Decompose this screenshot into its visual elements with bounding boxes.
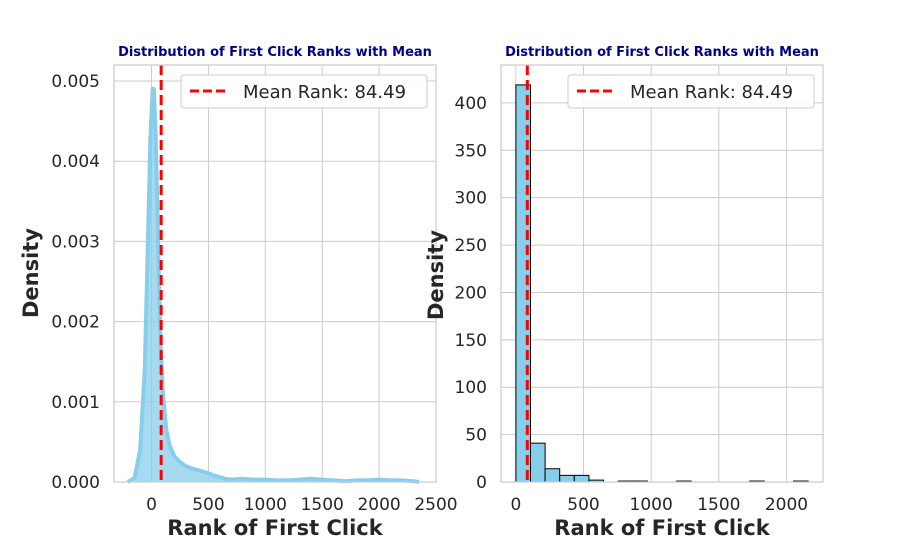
histogram-xtick-label: 2000 [765, 495, 808, 515]
kde-ytick-label: 0.002 [51, 313, 100, 333]
histogram-title: Distribution of First Click Ranks with M… [505, 45, 819, 60]
histogram-ylabel: Density [424, 230, 448, 320]
kde-panel: Distribution of First Click Ranks with M… [19, 45, 458, 540]
histogram-ytick-label: 400 [455, 94, 487, 114]
kde-ytick-label: 0.001 [51, 393, 100, 413]
histogram-marks [515, 65, 809, 483]
kde-ytick-label: 0.004 [51, 152, 100, 172]
histogram-panel: Distribution of First Click Ranks with M… [424, 45, 824, 540]
kde-xtick-label: 2000 [357, 495, 400, 515]
histogram-ticks: 0 500 1000 1500 2000 0 50 100 150 200 250 300 350 400 [455, 94, 809, 515]
kde-legend-box [180, 74, 428, 109]
kde-marks [126, 65, 420, 484]
kde-xtick-label: 2500 [414, 495, 457, 515]
kde-curve [126, 87, 420, 484]
histogram-bar [559, 474, 575, 483]
histogram-xtick-label: 1000 [630, 495, 673, 515]
kde-xtick-label: 1000 [244, 495, 287, 515]
kde-xtick-label: 1500 [301, 495, 344, 515]
histogram-legend-label: Mean Rank: 84.49 [630, 82, 793, 103]
kde-ticks: 0 500 1000 1500 2000 2500 0.000 0.001 0.002 0.003… [51, 72, 457, 515]
kde-title: Distribution of First Click Ranks with M… [118, 45, 432, 60]
kde-ytick-label: 0.000 [51, 473, 100, 493]
histogram-ytick-label: 50 [465, 426, 487, 446]
histogram-ytick-label: 350 [455, 141, 487, 161]
histogram-bar [544, 468, 561, 483]
histogram-ytick-label: 150 [455, 331, 487, 351]
histogram-bar [573, 474, 590, 483]
histogram-xtick-label: 0 [510, 495, 521, 515]
histogram-ytick-label: 100 [455, 378, 487, 398]
histogram-ytick-label: 200 [455, 283, 487, 303]
kde-plot-frame [113, 64, 437, 483]
kde-legend-label: Mean Rank: 84.49 [243, 82, 406, 103]
histogram-grid [501, 65, 823, 483]
kde-ytick-label: 0.005 [51, 72, 100, 92]
histogram-legend-box [567, 74, 815, 109]
histogram-xtick-label: 500 [567, 495, 599, 515]
kde-xtick-label: 0 [146, 495, 157, 515]
histogram-xtick-label: 1500 [697, 495, 740, 515]
kde-xlabel: Rank of First Click [167, 516, 383, 540]
histogram-ytick-label: 0 [476, 473, 487, 493]
histogram-xlabel: Rank of First Click [554, 516, 770, 540]
kde-area [127, 89, 419, 483]
histogram-ytick-label: 250 [455, 236, 487, 256]
histogram-ytick-label: 300 [455, 189, 487, 209]
kde-ytick-label: 0.003 [51, 232, 100, 252]
histogram-bar [529, 442, 546, 483]
histogram-legend: Mean Rank: 84.49 [567, 74, 815, 109]
kde-legend: Mean Rank: 84.49 [180, 74, 428, 109]
histogram-plot-frame [500, 64, 824, 483]
kde-xtick-label: 500 [192, 495, 224, 515]
kde-ylabel: Density [19, 228, 43, 318]
